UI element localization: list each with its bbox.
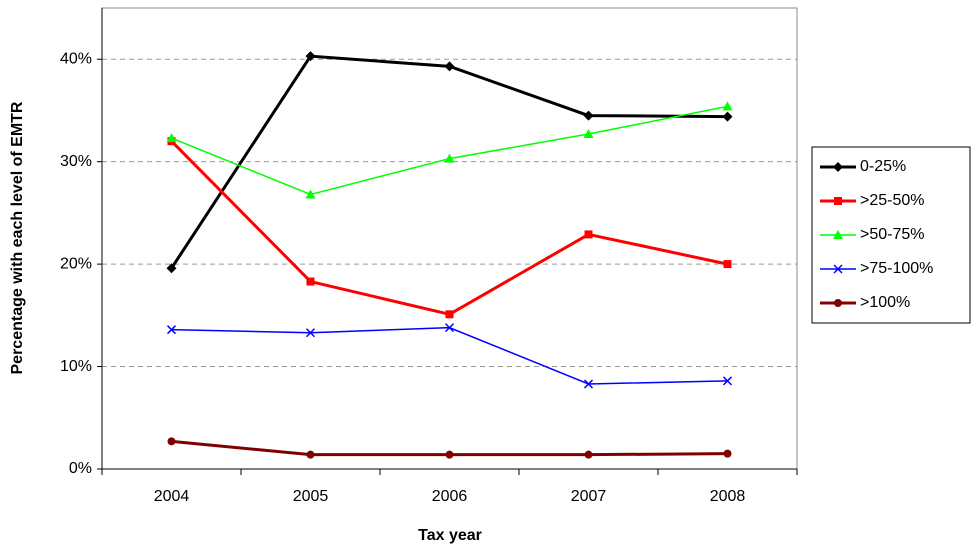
y-tick-label: 40% xyxy=(60,50,92,67)
legend-label: >50-75% xyxy=(860,226,925,243)
data-point xyxy=(305,328,316,338)
plot-border xyxy=(101,7,798,470)
data-point xyxy=(723,449,732,458)
series-line xyxy=(171,105,728,196)
data-point xyxy=(305,51,316,62)
legend-marker xyxy=(833,264,843,274)
legend-marker xyxy=(833,230,843,239)
data-point xyxy=(445,310,454,319)
y-axis-title: Percentage with each level of EMTR xyxy=(9,101,26,374)
data-point xyxy=(166,263,177,274)
data-point xyxy=(583,110,594,121)
data-point xyxy=(722,376,733,386)
data-point xyxy=(722,101,733,111)
data-point xyxy=(445,450,454,459)
x-tick-label: 2004 xyxy=(154,488,190,505)
data-point xyxy=(444,323,455,333)
x-tick-label: 2006 xyxy=(432,488,468,505)
data-point xyxy=(444,153,455,163)
legend-marker xyxy=(833,162,843,172)
data-point xyxy=(584,230,593,239)
legend-label: >75-100% xyxy=(860,260,933,277)
data-point xyxy=(722,111,733,122)
x-tick-label: 2007 xyxy=(571,488,607,505)
data-point xyxy=(167,437,176,446)
y-tick-label: 30% xyxy=(60,153,92,170)
data-point xyxy=(583,129,594,139)
data-point xyxy=(583,379,594,389)
legend-label: >25-50% xyxy=(860,192,925,209)
y-tick-label: 20% xyxy=(60,255,92,272)
data-point xyxy=(166,133,177,143)
x-axis-title: Tax year xyxy=(418,527,482,544)
series-line xyxy=(171,326,728,385)
data-point xyxy=(723,260,732,269)
x-tick-label: 2005 xyxy=(293,488,329,505)
data-point xyxy=(584,450,593,459)
data-point xyxy=(306,450,315,459)
legend-label: 0-25% xyxy=(860,158,906,175)
legend-marker xyxy=(834,299,842,307)
y-tick-label: 10% xyxy=(60,358,92,375)
data-point xyxy=(305,189,316,199)
data-point xyxy=(166,325,177,335)
legend-marker xyxy=(834,197,842,205)
series-line xyxy=(170,140,728,316)
data-point xyxy=(444,61,455,72)
data-point xyxy=(306,277,315,286)
y-tick-label: 0% xyxy=(69,460,92,477)
legend-label: >100% xyxy=(860,294,910,311)
x-tick-label: 2008 xyxy=(710,488,746,505)
